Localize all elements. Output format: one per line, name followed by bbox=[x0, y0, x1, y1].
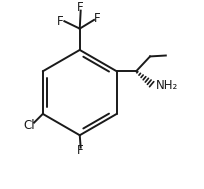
Text: Cl: Cl bbox=[23, 119, 35, 132]
Text: NH₂: NH₂ bbox=[156, 79, 178, 92]
Text: F: F bbox=[94, 12, 101, 25]
Text: F: F bbox=[77, 145, 84, 157]
Text: F: F bbox=[57, 15, 64, 28]
Text: F: F bbox=[77, 1, 84, 14]
